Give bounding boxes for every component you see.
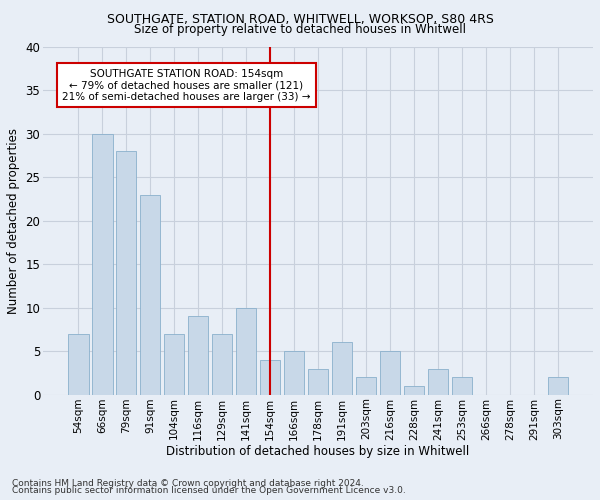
Bar: [284, 351, 304, 395]
Bar: [164, 334, 184, 394]
Bar: [548, 377, 568, 394]
Bar: [68, 334, 89, 394]
Bar: [140, 194, 160, 394]
Text: Contains HM Land Registry data © Crown copyright and database right 2024.: Contains HM Land Registry data © Crown c…: [12, 478, 364, 488]
Bar: [188, 316, 208, 394]
Bar: [356, 377, 376, 394]
Bar: [92, 134, 113, 394]
Text: Contains public sector information licensed under the Open Government Licence v3: Contains public sector information licen…: [12, 486, 406, 495]
Y-axis label: Number of detached properties: Number of detached properties: [7, 128, 20, 314]
Bar: [212, 334, 232, 394]
Bar: [260, 360, 280, 394]
Bar: [116, 151, 136, 394]
Text: SOUTHGATE STATION ROAD: 154sqm
← 79% of detached houses are smaller (121)
21% of: SOUTHGATE STATION ROAD: 154sqm ← 79% of …: [62, 68, 310, 102]
Bar: [452, 377, 472, 394]
Bar: [332, 342, 352, 394]
Bar: [404, 386, 424, 394]
X-axis label: Distribution of detached houses by size in Whitwell: Distribution of detached houses by size …: [166, 445, 470, 458]
Bar: [428, 368, 448, 394]
Text: Size of property relative to detached houses in Whitwell: Size of property relative to detached ho…: [134, 24, 466, 36]
Bar: [236, 308, 256, 394]
Bar: [380, 351, 400, 395]
Text: SOUTHGATE, STATION ROAD, WHITWELL, WORKSOP, S80 4RS: SOUTHGATE, STATION ROAD, WHITWELL, WORKS…: [107, 12, 493, 26]
Bar: [308, 368, 328, 394]
